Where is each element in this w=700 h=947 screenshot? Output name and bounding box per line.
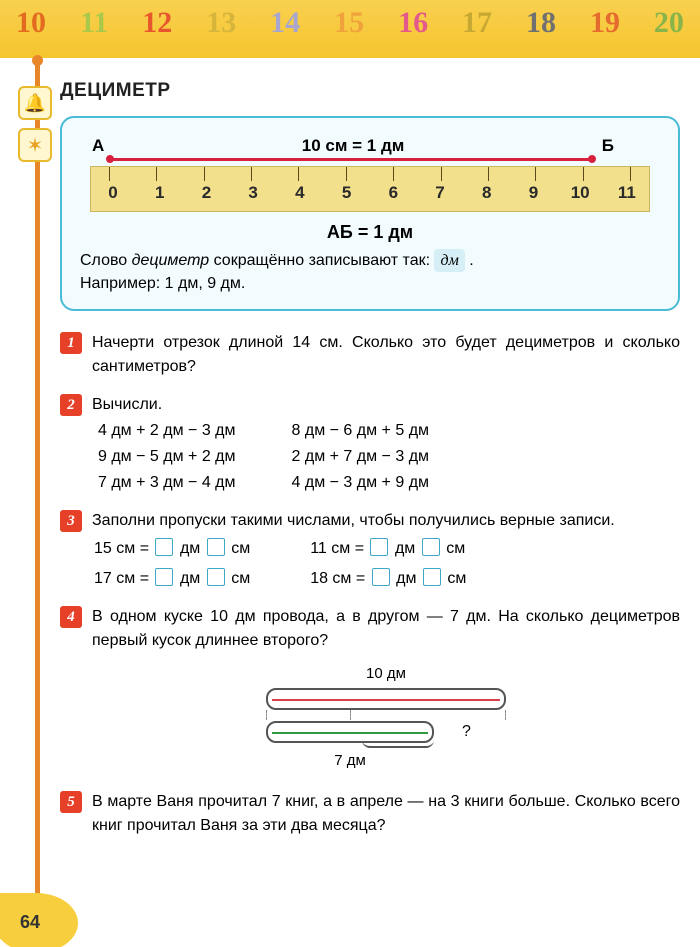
exercise-3: 3 Заполни пропуски такими числами, чтобы… [60,509,680,591]
equation-AB: АБ = 1 дм [80,222,660,243]
exercise-body: Заполни пропуски такими числами, чтобы п… [92,509,680,591]
fill-box[interactable] [370,538,388,556]
exercise-body: В одном куске 10 дм провода, а в другом … [92,605,680,776]
point-B-label: Б [602,136,614,156]
wire-bottom-label: 7 дм [266,750,434,773]
fill-box[interactable] [207,538,225,556]
fill-equation: 15 см = дм см [94,537,250,561]
exercise-2: 2 Вычисли. 4 дм + 2 дм − 3 дм 9 дм − 5 д… [60,393,680,495]
fill-box[interactable] [423,568,441,586]
bell-icon: 🔔 [18,86,52,120]
question-mark: ? [462,720,471,744]
calc-column-right: 8 дм − 6 дм + 5 дм 2 дм + 7 дм − 3 дм 4 … [292,419,430,495]
abbrev-chip: дм [434,249,464,272]
exercise-number: 1 [60,332,82,354]
star-icon: ✶ [18,128,52,162]
segment-line [110,158,592,161]
exercise-body: Вычисли. 4 дм + 2 дм − 3 дм 9 дм − 5 дм … [92,393,680,495]
banner-num: 18 [526,6,556,40]
fill-box[interactable] [422,538,440,556]
definition-text: Слово дециметр сокращённо записывают так… [80,249,660,295]
exercise-4: 4 В одном куске 10 дм провода, а в друго… [60,605,680,776]
banner-num: 16 [398,6,428,40]
banner-num: 10 [16,6,46,40]
fill-equation: 17 см = дм см [94,567,250,591]
fill-box[interactable] [207,568,225,586]
content-area: ДЕЦИМЕТР А 10 см = 1 дм Б [60,80,680,852]
banner-num: 20 [654,6,684,40]
exercise-number: 5 [60,791,82,813]
point-A-dot [106,155,114,163]
exercise-5: 5 В марте Ваня прочитал 7 книг, а в апре… [60,790,680,838]
definition-box: А 10 см = 1 дм Б 0 [60,116,680,311]
exercise-text: В одном куске 10 дм провода, а в другом … [92,605,680,653]
equation-cm-dm: 10 см = 1 дм [104,136,602,156]
fill-equation: 18 см = дм см [310,567,466,591]
fill-box[interactable] [372,568,390,586]
banner-num: 15 [334,6,364,40]
exercise-head: Заполни пропуски такими числами, чтобы п… [92,509,680,533]
wire-top-label: 10 дм [256,663,516,686]
wire-long [266,688,506,710]
ruler-diagram: А 10 см = 1 дм Б 0 [88,136,652,212]
fill-box[interactable] [155,538,173,556]
exercise-text: Начерти отрезок длиной 14 см. Сколько эт… [92,331,680,379]
banner-num: 14 [270,6,300,40]
fill-box[interactable] [155,568,173,586]
point-A-label: А [92,136,104,156]
exercise-text: В марте Ваня прочитал 7 книг, а в апреле… [92,790,680,838]
ruler-body: 0 1 2 3 4 5 6 7 8 9 10 11 [90,166,650,212]
exercise-head: Вычисли. [92,393,680,417]
banner-num: 19 [590,6,620,40]
textbook-page: 10 11 12 13 14 15 16 17 18 19 20 🔔 ✶ ДЕЦ… [0,0,700,947]
banner-num: 13 [206,6,236,40]
banner-num: 12 [142,6,172,40]
exercise-number: 4 [60,606,82,628]
banner-num: 11 [80,6,108,40]
point-B-dot [588,155,596,163]
page-title: ДЕЦИМЕТР [60,80,680,102]
brace [362,740,434,748]
exercise-1: 1 Начерти отрезок длиной 14 см. Сколько … [60,331,680,379]
banner-num: 17 [462,6,492,40]
exercise-number: 3 [60,510,82,532]
left-margin-rule [35,58,40,928]
exercise-number: 2 [60,394,82,416]
ruler-numbers: 0 1 2 3 4 5 6 7 8 9 10 11 [91,183,649,203]
banner-numbers-row: 10 11 12 13 14 15 16 17 18 19 20 [0,0,700,40]
page-number: 64 [20,912,40,933]
fill-equation: 11 см = дм см [310,537,466,561]
calc-column-left: 4 дм + 2 дм − 3 дм 9 дм − 5 дм + 2 дм 7 … [98,419,236,495]
wires-diagram: 10 дм ? 7 дм [256,663,516,772]
top-banner: 10 11 12 13 14 15 16 17 18 19 20 [0,0,700,58]
